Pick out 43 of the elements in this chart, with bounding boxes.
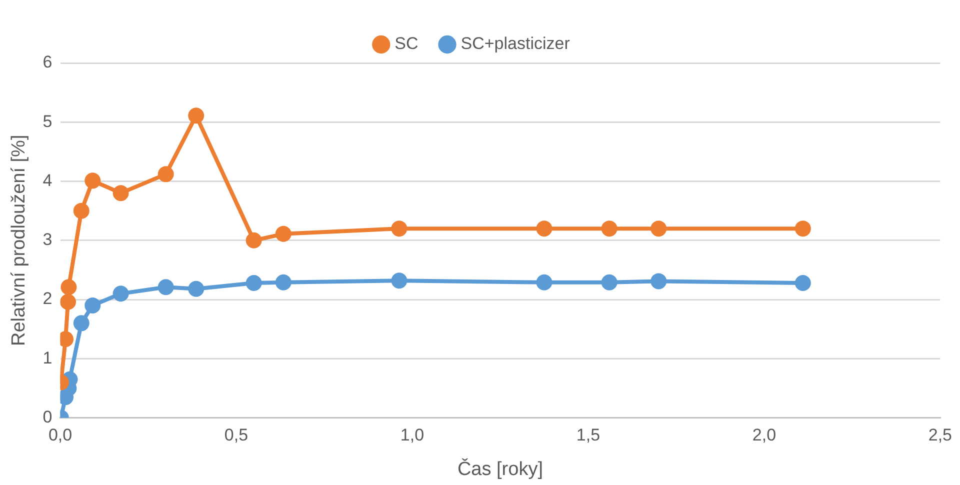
point — [158, 166, 174, 182]
point — [391, 220, 408, 237]
point — [601, 220, 618, 237]
x-tick-label: 2,5 — [928, 426, 952, 445]
x-axis-title: Čas [roky] — [457, 458, 543, 480]
x-tick-label: 0,5 — [224, 426, 248, 445]
point — [84, 172, 101, 189]
point — [60, 294, 76, 310]
point — [650, 220, 667, 237]
x-tick-label: 0,0 — [48, 426, 72, 445]
point — [188, 280, 204, 297]
point — [246, 274, 262, 291]
point — [112, 185, 129, 202]
point — [60, 279, 77, 296]
point — [601, 274, 618, 290]
y-tick-label: 2 — [42, 289, 52, 308]
point — [650, 273, 667, 290]
point — [536, 274, 552, 290]
y-tick-label: 3 — [42, 230, 52, 250]
x-tick-label: 1,0 — [400, 426, 424, 445]
point — [158, 279, 174, 296]
y-tick-label: 4 — [42, 170, 52, 190]
point — [275, 274, 292, 290]
point — [188, 108, 204, 124]
y-tick-label: 0 — [42, 407, 52, 426]
point — [246, 232, 262, 248]
y-tick-label: 1 — [42, 348, 52, 368]
y-axis-title: Relativní prodloužení [%] — [8, 134, 30, 346]
point — [73, 202, 90, 219]
point — [73, 315, 90, 332]
point — [536, 220, 552, 237]
point — [275, 226, 292, 242]
y-tick-label: 5 — [42, 112, 52, 131]
point — [112, 286, 129, 302]
point — [794, 274, 811, 291]
legend-label: SC — [394, 34, 418, 54]
y-tick-label: 6 — [42, 52, 52, 72]
legend-label: SC+plasticizer — [460, 34, 570, 54]
x-tick-label: 2,0 — [752, 426, 776, 445]
point — [391, 272, 408, 289]
x-tick-label: 1,5 — [576, 426, 600, 445]
point — [84, 297, 101, 314]
point — [794, 220, 811, 237]
